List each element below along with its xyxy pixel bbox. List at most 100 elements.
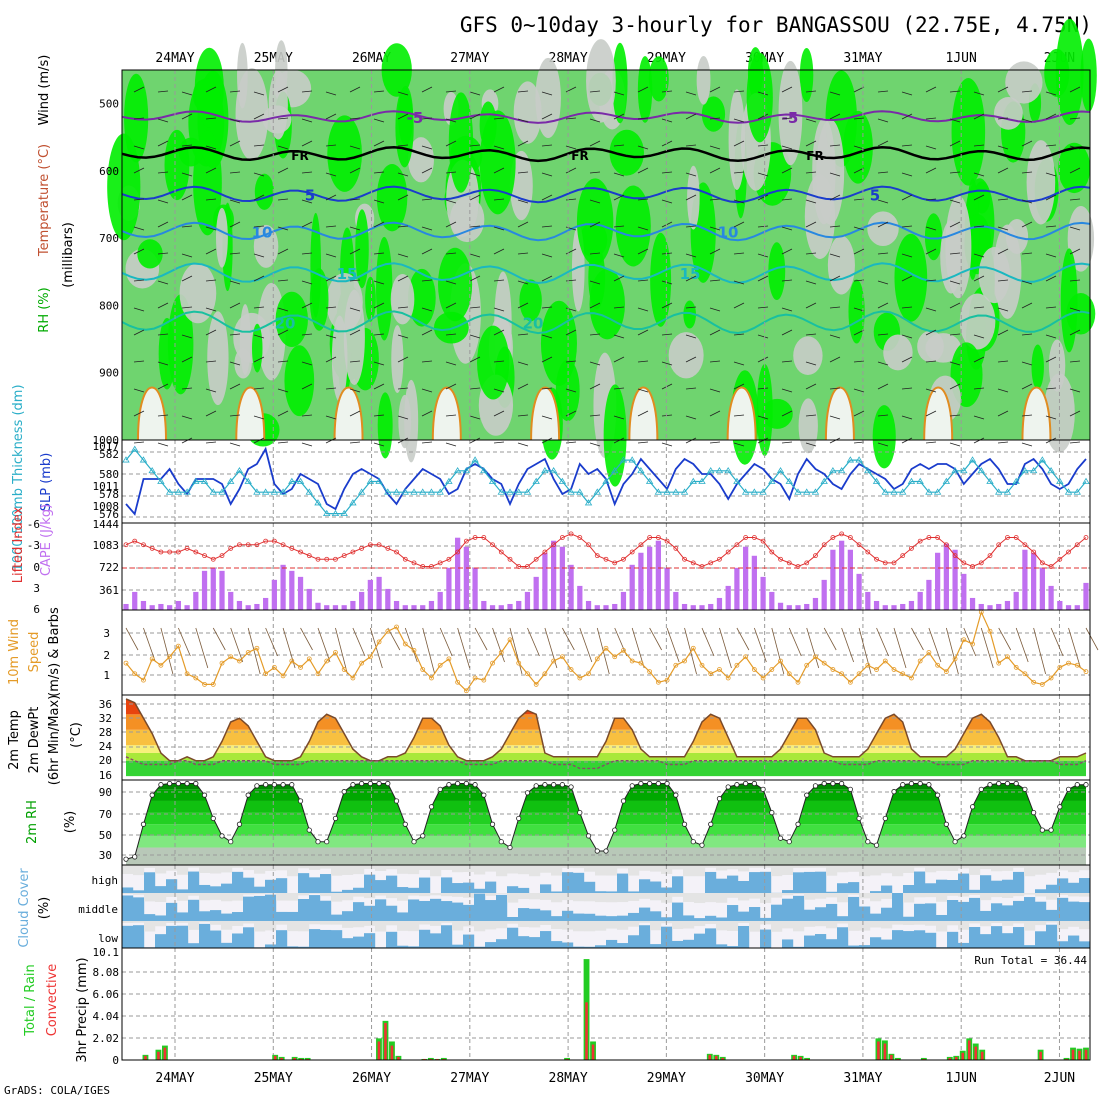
wind-barb <box>805 221 817 228</box>
cloud-gap-block <box>353 921 365 928</box>
precip-convective-bar <box>397 1056 400 1060</box>
cloud-cover-block <box>551 941 563 948</box>
wind-barb <box>1069 279 1081 282</box>
wind-barb <box>421 86 433 93</box>
cloud-gap-block <box>199 921 211 923</box>
lifted-index-marker <box>333 556 338 562</box>
cloud-cover-block <box>166 902 178 921</box>
wind-barb <box>1045 194 1057 201</box>
cloud-cover-block <box>672 902 684 921</box>
rh-band <box>126 789 1086 801</box>
cloud-gap-block <box>485 893 497 896</box>
thickness-marker <box>864 467 872 474</box>
thickness-marker <box>200 477 209 484</box>
cloud-gap-block <box>914 865 926 868</box>
temperature-band <box>126 745 1086 753</box>
wind-barb <box>589 333 601 336</box>
cloud-gap-block <box>573 893 585 902</box>
cloud-gap-block <box>881 921 893 929</box>
precip-tick-label: 4.04 <box>93 1010 120 1023</box>
wind-barb <box>565 167 577 174</box>
date-label-bottom: 26MAY <box>352 1071 391 1086</box>
wind-speed-marker <box>167 654 173 660</box>
rh-marker <box>760 786 766 792</box>
cape-bar <box>1004 600 1011 610</box>
lifted-index-marker <box>507 556 513 562</box>
wind-barb <box>973 144 985 147</box>
wind-barb <box>637 226 649 231</box>
wind-barb <box>1069 117 1081 120</box>
isotherm-line <box>121 145 1091 163</box>
cloud-cover-block <box>1046 909 1058 921</box>
cloud-gap-block <box>210 893 222 900</box>
cloud-gap-block <box>474 865 486 875</box>
surface-wind-barb <box>893 627 907 669</box>
cloud-cover-block <box>760 929 772 948</box>
wind-speed-marker <box>795 679 801 685</box>
cloud-gap-block <box>815 921 827 927</box>
rh-dry-patch <box>917 330 944 363</box>
cape-bar <box>969 597 976 610</box>
wind-barb <box>949 361 961 366</box>
wind-speed-marker <box>132 671 138 677</box>
cloud-gap-block <box>430 921 442 926</box>
rh-marker <box>943 821 949 827</box>
wind-speed-marker <box>874 667 879 672</box>
cloud-cover-block <box>848 882 860 893</box>
rh-marker <box>428 804 435 810</box>
cloud-gap-block <box>573 921 585 932</box>
wind-speed-marker <box>367 654 373 660</box>
wind-barb <box>349 388 361 393</box>
cloud-gap-block <box>265 921 277 931</box>
wind-speed-marker <box>891 667 897 672</box>
cloud-cover-block <box>133 890 145 893</box>
cloud-gap-block <box>243 893 255 895</box>
thickness-marker <box>1038 456 1047 463</box>
cloud-cover-block <box>947 880 959 893</box>
thickness-line <box>125 448 1087 515</box>
wind-barb <box>469 253 481 258</box>
wind-barb <box>517 171 529 174</box>
wind-speed-marker <box>420 667 426 672</box>
wind-barb <box>469 194 481 201</box>
wind-barb <box>1045 275 1057 282</box>
lifted-index-marker <box>874 556 879 562</box>
rh-marker <box>167 780 173 787</box>
wind-speed-marker <box>193 675 199 681</box>
wind-barb <box>805 442 817 447</box>
thickness-marker <box>453 467 462 474</box>
thickness-marker <box>288 477 296 484</box>
cape-bar <box>201 570 208 610</box>
rh-moist-patch <box>275 291 308 348</box>
cloud-cover-block <box>969 889 981 893</box>
lifted-index-marker <box>245 542 251 548</box>
rh-dry-patch <box>867 211 899 247</box>
cloud-gap-block <box>639 865 651 871</box>
cloud-cover-block <box>683 915 695 921</box>
lifted-index-marker <box>970 564 975 569</box>
thickness-marker <box>611 467 619 474</box>
wind-tick-label: 3 <box>103 627 110 640</box>
surface-wind-barb <box>422 627 436 675</box>
wind-barb <box>949 302 961 309</box>
wind-speed-marker <box>909 675 914 681</box>
precip-convective-bar <box>163 1047 167 1060</box>
cape-bar <box>769 591 775 610</box>
wind-barb <box>685 194 697 201</box>
wind-speed-marker <box>926 650 932 655</box>
boundary-layer-contour <box>1021 386 1052 441</box>
rh-marker <box>289 782 295 788</box>
wind-barb <box>517 361 529 366</box>
wind-speed-marker <box>202 681 207 687</box>
wind-barb <box>661 140 673 147</box>
wind-barb <box>613 144 625 147</box>
wind-barb <box>901 387 913 390</box>
wind-barb <box>445 280 457 285</box>
wind-speed-marker <box>839 671 845 677</box>
wind-barb <box>325 387 337 390</box>
wind-barb <box>997 226 1009 231</box>
lifted-index-marker <box>237 542 242 548</box>
cloud-gap-block <box>650 893 662 901</box>
rh-marker <box>210 815 216 822</box>
